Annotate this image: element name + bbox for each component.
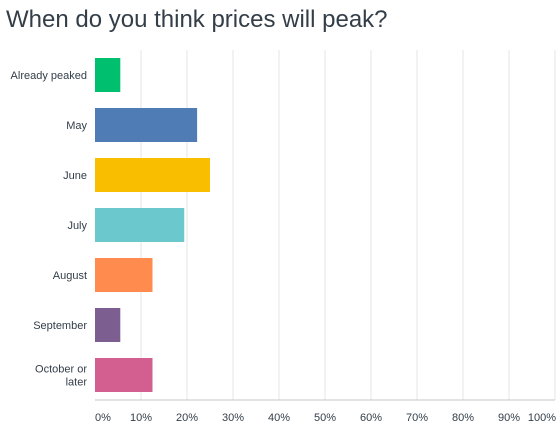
category-label-july: July [67, 220, 87, 232]
category-label-may: May [66, 120, 87, 132]
x-tick-label: 40% [268, 412, 290, 424]
x-tick-label: 90% [498, 412, 520, 424]
x-tick-label: 60% [360, 412, 382, 424]
gridlines [140, 50, 556, 400]
x-tick-label: 100% [528, 412, 556, 424]
category-label-october-or-later: October or later [35, 364, 87, 389]
bar-august [95, 258, 153, 292]
x-tick-label: 10% [130, 412, 152, 424]
x-tick-label: 50% [314, 412, 336, 424]
category-labels: Already peaked May June July August September… [11, 70, 88, 389]
bar-june [95, 158, 210, 192]
bar-october-or-later [95, 358, 153, 392]
bars [95, 58, 210, 392]
x-tick-label: 80% [452, 412, 474, 424]
bar-september [95, 308, 121, 342]
x-tick-label: 0% [95, 412, 111, 424]
x-tick-label: 30% [222, 412, 244, 424]
bar-already-peaked [95, 58, 121, 92]
category-label-june: June [63, 170, 87, 182]
category-label-already-peaked: Already peaked [11, 70, 87, 82]
bar-may [95, 108, 198, 142]
chart-title: When do you think prices will peak? [6, 6, 388, 33]
bar-july [95, 208, 185, 242]
x-axis-tick-labels: 0% 10% 20% 30% 40% 50% 60% 70% 80% 90% 100% [95, 412, 556, 424]
category-label-september: September [33, 320, 87, 332]
x-tick-label: 20% [176, 412, 198, 424]
category-label-august: August [53, 270, 87, 282]
x-tick-label: 70% [406, 412, 428, 424]
